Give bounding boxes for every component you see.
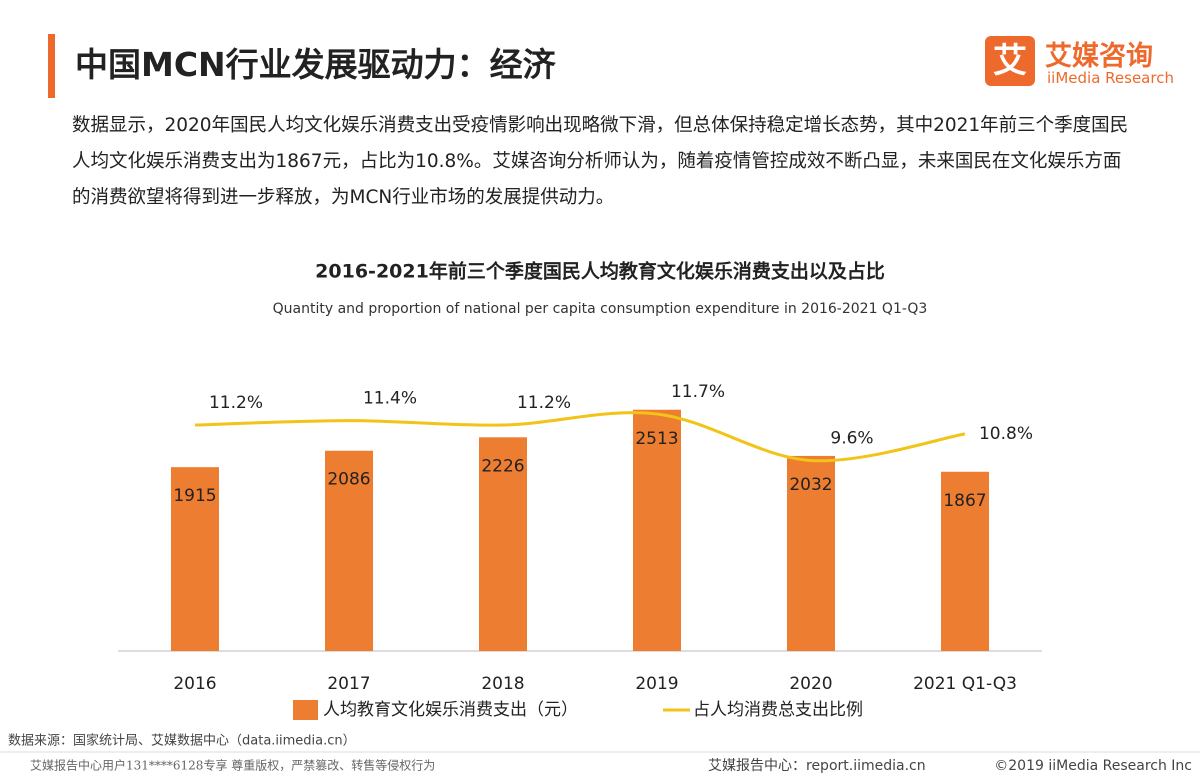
bar	[325, 450, 373, 651]
source: 数据来源：国家统计局、艾媒数据中心（data.iimedia.cn）	[8, 733, 356, 749]
bar	[171, 467, 219, 651]
legend-swatch	[293, 700, 318, 720]
chart-subtitle: Quantity and proportion of national per …	[273, 301, 928, 317]
logo-icon: 艾	[985, 36, 1035, 86]
bar	[633, 409, 681, 651]
body-text: 数据显示，2020年国民人均文化娱乐消费支出受疫情影响出现略微下滑，但总体保持稳…	[72, 115, 1129, 208]
page-title: 中国MCN行业发展驱动力：经济	[75, 45, 556, 84]
line-value-label: 10.8%	[979, 424, 1033, 444]
copyright: ©2019 iiMedia Research Inc	[994, 758, 1192, 774]
bar	[941, 471, 989, 651]
brand-cn: 艾媒咨询	[1045, 41, 1153, 72]
bar-value-label: 2086	[327, 470, 370, 490]
line-value-label: 11.2%	[517, 393, 571, 413]
x-tick-label: 2017	[327, 674, 370, 694]
chart-title: 2016-2021年前三个季度国民人均教育文化娱乐消费支出以及占比	[315, 260, 885, 283]
x-tick-label: 2021 Q1-Q3	[913, 674, 1017, 694]
bar	[787, 455, 835, 651]
line	[194, 411, 966, 463]
title-accent	[48, 34, 55, 98]
legend-label: 占人均消费总支出比例	[693, 700, 863, 720]
line-value-label: 11.2%	[209, 393, 263, 413]
x-tick-label: 2018	[481, 674, 524, 694]
watermark: 艾媒报告中心用户131****6128专享 尊重版权，严禁篡改、转售等侵权行为	[30, 758, 435, 773]
x-tick-label: 2019	[635, 674, 678, 694]
bar	[479, 437, 527, 651]
line-value-label: 9.6%	[830, 428, 873, 448]
bar-value-label: 2032	[789, 475, 832, 495]
x-tick-label: 2020	[789, 674, 832, 694]
bar-value-label: 1915	[173, 486, 216, 506]
line-value-label: 11.4%	[363, 389, 417, 409]
brand-en: iiMedia Research	[1047, 69, 1174, 87]
legend-label: 人均教育文化娱乐消费支出（元）	[323, 700, 578, 720]
x-tick-label: 2016	[173, 674, 216, 694]
bar-value-label: 2513	[635, 429, 678, 449]
site: 艾媒报告中心：report.iimedia.cn	[708, 758, 926, 774]
line-value-label: 11.7%	[671, 382, 725, 402]
bar-value-label: 2226	[481, 456, 524, 476]
bar-value-label: 1867	[943, 491, 986, 511]
